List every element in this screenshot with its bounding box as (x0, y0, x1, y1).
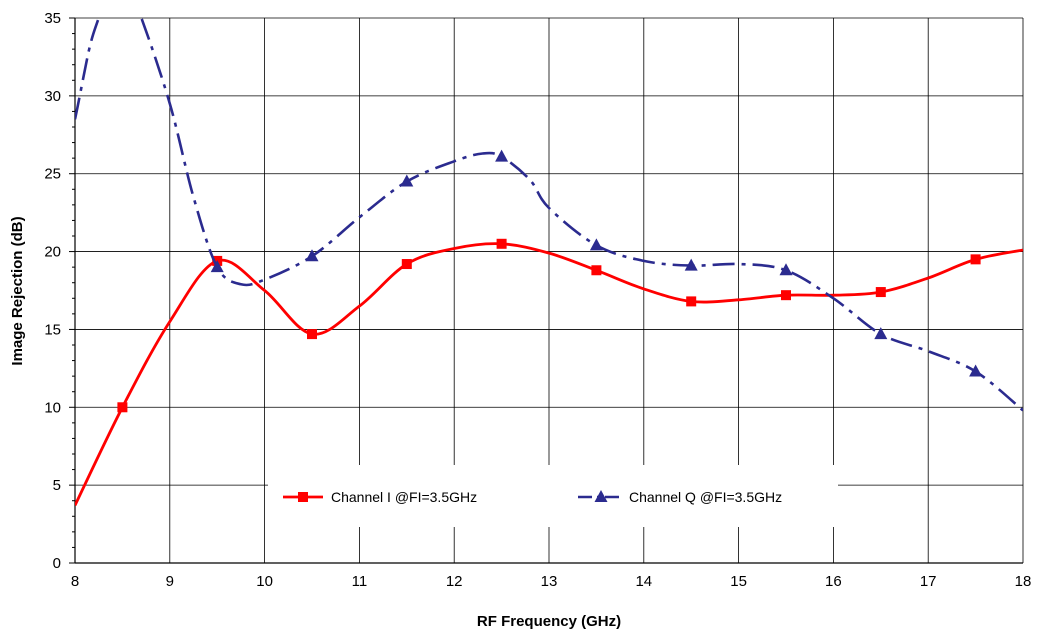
legend-label-channel-q: Channel Q @FI=3.5GHz (629, 489, 782, 505)
x-tick-label: 11 (352, 573, 368, 590)
legend: Channel I @FI=3.5GHz Channel Q @FI=3.5GH… (268, 465, 838, 527)
legend-box (268, 465, 838, 527)
series-channel-i-point (875, 287, 886, 298)
x-tick-label: 10 (256, 573, 273, 590)
x-tick-label: 15 (730, 573, 747, 590)
series-channel-i-point (686, 296, 697, 307)
series-channel-q-point (779, 263, 793, 276)
x-tick-label: 14 (635, 573, 652, 590)
x-axis-title: RF Frequency (GHz) (477, 613, 621, 630)
y-tick-label: 0 (53, 555, 61, 572)
series-channel-q-point (874, 327, 888, 340)
series-channel-q-point (969, 364, 983, 377)
y-tick-label: 5 (53, 477, 61, 494)
x-tick-label: 12 (446, 573, 463, 590)
y-tick-label: 10 (44, 399, 61, 416)
series-channel-q-point (400, 174, 414, 187)
series-channel-q-legend-marker (594, 490, 608, 502)
x-tick-labels: 8 9 10 11 12 13 14 15 16 17 18 (71, 573, 1032, 590)
x-tick-label: 17 (920, 573, 937, 590)
y-tick-label: 15 (44, 321, 61, 338)
y-tick-label: 25 (44, 166, 61, 183)
legend-label-channel-i: Channel I @FI=3.5GHz (331, 489, 477, 505)
series-channel-i-point (307, 329, 317, 340)
y-axis-title: Image Rejection (dB) (9, 216, 26, 365)
series-channel-i-point (970, 254, 981, 265)
y-tick-label: 35 (44, 10, 61, 27)
series-channel-q-point (495, 149, 509, 162)
y-tick-labels: 0 5 10 15 20 25 30 35 (44, 10, 61, 572)
series-channel-i-point (401, 259, 412, 270)
y-tick-label: 20 (44, 244, 61, 261)
series-channel-q-line (75, 18, 1023, 412)
series-channel-q-point (210, 260, 224, 273)
x-tick-label: 8 (71, 573, 79, 590)
series-channel-i-legend-marker (298, 492, 308, 502)
x-tick-label: 18 (1015, 573, 1032, 590)
series-layer (75, 18, 1023, 507)
x-tick-label: 9 (166, 573, 174, 590)
x-tick-label: 13 (541, 573, 558, 590)
legend-marker-channel-i (298, 492, 308, 502)
axes (69, 17, 1023, 564)
legend-marker-channel-q (594, 490, 608, 502)
x-tick-label: 16 (825, 573, 842, 590)
series-channel-q-point (305, 249, 319, 262)
series-channel-q-point (684, 258, 698, 271)
series-channel-i-point (117, 402, 128, 413)
series-channel-i-point (591, 265, 602, 276)
y-tick-label: 30 (44, 88, 61, 105)
series-channel-i-point (781, 290, 791, 301)
series-channel-q-point (589, 238, 603, 251)
series-channel-i-point (496, 238, 507, 249)
